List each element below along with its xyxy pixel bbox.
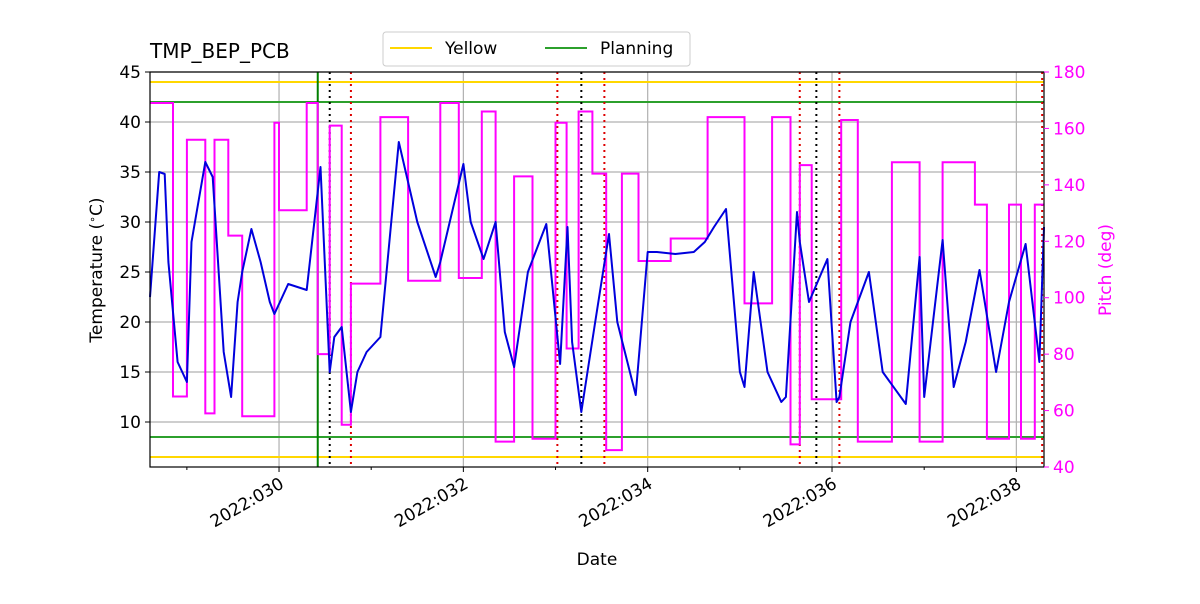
y-tick-label: 25 [119, 263, 141, 283]
y-right-tick-label: 180 [1053, 63, 1085, 83]
chart-title: TMP_BEP_PCB [149, 39, 290, 63]
y-right-tick-label: 140 [1053, 176, 1085, 196]
y-axis-label-right: Pitch (deg) [1096, 224, 1116, 316]
temperature-series-line [149, 141, 1045, 413]
x-axis-label: Date [577, 550, 618, 570]
legend: Yellow Planning [382, 31, 691, 67]
legend-label-yellow: Yellow [444, 39, 497, 59]
y-right-tick-label: 40 [1053, 458, 1075, 478]
series-layer [149, 102, 1045, 452]
y-right-tick-label: 160 [1053, 119, 1085, 139]
legend-label-planning: Planning [600, 39, 673, 59]
y-right-tick-label: 80 [1053, 345, 1075, 365]
y-right-tick-label: 60 [1053, 402, 1075, 422]
legend-frame [382, 31, 691, 67]
limit-lines [150, 81, 1044, 458]
y-tick-label: 35 [119, 163, 141, 183]
y-axis-label-left: Temperature (∘C) [86, 197, 108, 343]
y-tick-label: 15 [119, 363, 141, 383]
plot-frame [149, 71, 1045, 468]
y-tick-label: 30 [119, 213, 141, 233]
y-tick-label: 45 [119, 63, 141, 83]
y-tick-label: 20 [119, 313, 141, 333]
y-tick-label: 40 [119, 113, 141, 133]
y-tick-label: 10 [119, 413, 141, 433]
y-right-tick-label: 100 [1053, 289, 1085, 309]
y-right-tick-label: 120 [1053, 232, 1085, 252]
